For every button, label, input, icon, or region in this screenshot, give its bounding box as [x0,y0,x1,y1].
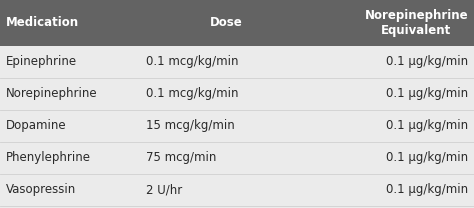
Text: 0.1 μg/kg/min: 0.1 μg/kg/min [386,120,468,132]
Text: 0.1 mcg/kg/min: 0.1 mcg/kg/min [146,56,238,68]
Bar [0,174,474,206]
Text: 0.1 μg/kg/min: 0.1 μg/kg/min [386,183,468,197]
Bar [0,142,474,174]
Bar [0,0,474,46]
Text: Norepinephrine
Equivalent: Norepinephrine Equivalent [365,9,468,37]
Bar [0,46,474,78]
Bar [0,110,474,142]
Text: 0.1 mcg/kg/min: 0.1 mcg/kg/min [146,88,238,100]
Text: 2 U/hr: 2 U/hr [146,183,182,197]
Text: Phenylephrine: Phenylephrine [6,151,91,165]
Text: 15 mcg/kg/min: 15 mcg/kg/min [146,120,234,132]
Text: Dose: Dose [210,16,243,30]
Text: Medication: Medication [6,16,79,30]
Text: Epinephrine: Epinephrine [6,56,77,68]
Text: 0.1 μg/kg/min: 0.1 μg/kg/min [386,56,468,68]
Text: Vasopressin: Vasopressin [6,183,76,197]
Text: Dopamine: Dopamine [6,120,66,132]
Text: 0.1 μg/kg/min: 0.1 μg/kg/min [386,151,468,165]
Text: 0.1 μg/kg/min: 0.1 μg/kg/min [386,88,468,100]
Text: 75 mcg/min: 75 mcg/min [146,151,216,165]
Text: Norepinephrine: Norepinephrine [6,88,97,100]
Bar [0,78,474,110]
